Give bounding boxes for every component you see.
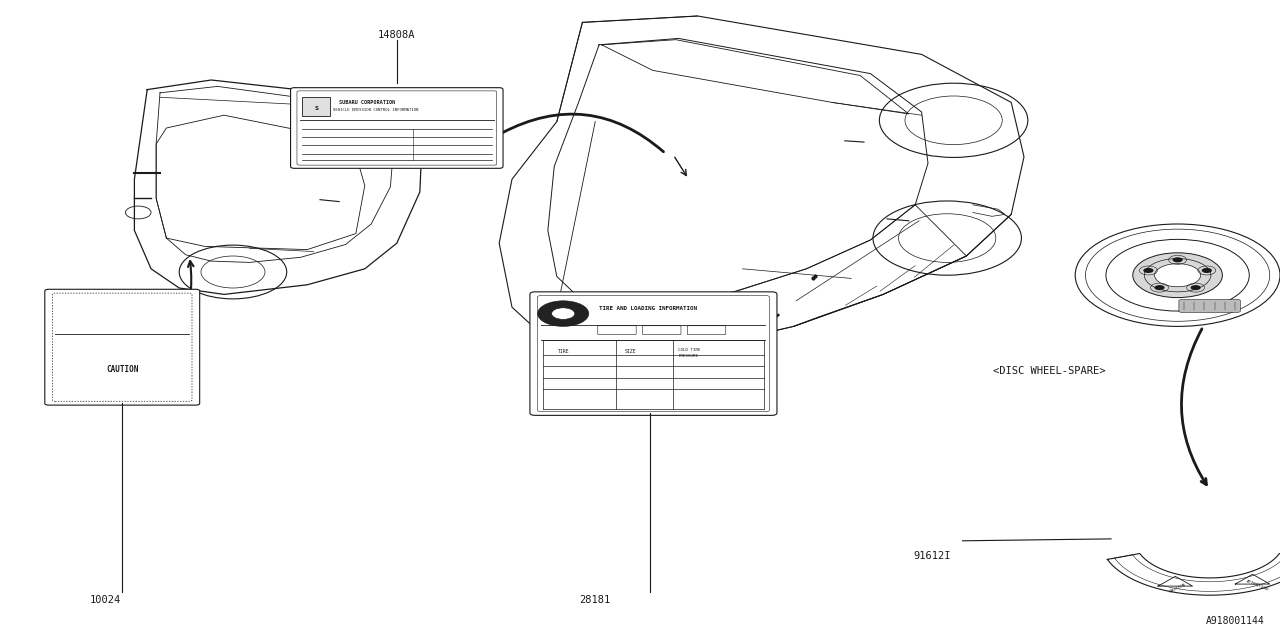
Text: 91612I: 91612I [913,550,951,561]
Text: TIRE: TIRE [558,349,570,355]
Text: COLD TIRE: COLD TIRE [678,348,701,353]
Circle shape [1190,285,1201,290]
Text: 10024: 10024 [90,595,120,605]
Circle shape [1155,285,1165,290]
Bar [302,97,330,116]
Circle shape [1155,264,1201,287]
FancyBboxPatch shape [530,292,777,415]
Text: 14808A: 14808A [378,30,416,40]
Text: ATTENTION: ATTENTION [1245,579,1270,592]
Text: CAUTION: CAUTION [1169,582,1187,594]
Text: <DISC WHEEL-SPARE>: <DISC WHEEL-SPARE> [993,366,1106,376]
FancyBboxPatch shape [291,88,503,168]
Text: TIRE AND LOADING INFORMATION: TIRE AND LOADING INFORMATION [599,306,698,311]
Text: 28181: 28181 [580,595,611,605]
FancyBboxPatch shape [1179,300,1240,312]
Text: A918001144: A918001144 [1206,616,1265,626]
Text: SIZE: SIZE [625,349,636,355]
Circle shape [552,308,575,319]
Text: CAUTION: CAUTION [106,365,138,374]
Text: VEHICLE EMISSION CONTROL INFORMATION: VEHICLE EMISSION CONTROL INFORMATION [333,108,419,113]
Circle shape [538,301,589,326]
FancyBboxPatch shape [45,289,200,405]
Text: PRESSURE: PRESSURE [678,354,699,358]
Circle shape [1133,253,1222,298]
Circle shape [1172,257,1183,262]
Circle shape [1143,268,1153,273]
Text: S: S [314,106,319,111]
Text: SUBARU CORPORATION: SUBARU CORPORATION [339,100,396,105]
Circle shape [1202,268,1212,273]
Polygon shape [1107,554,1280,595]
